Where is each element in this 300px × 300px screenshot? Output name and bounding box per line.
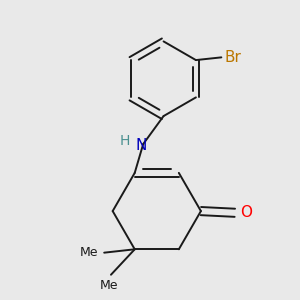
- Text: Me: Me: [100, 279, 118, 292]
- Text: Br: Br: [225, 50, 242, 65]
- Text: Me: Me: [80, 246, 98, 259]
- Text: O: O: [240, 205, 252, 220]
- Text: H: H: [120, 134, 130, 148]
- Text: N: N: [136, 138, 147, 153]
